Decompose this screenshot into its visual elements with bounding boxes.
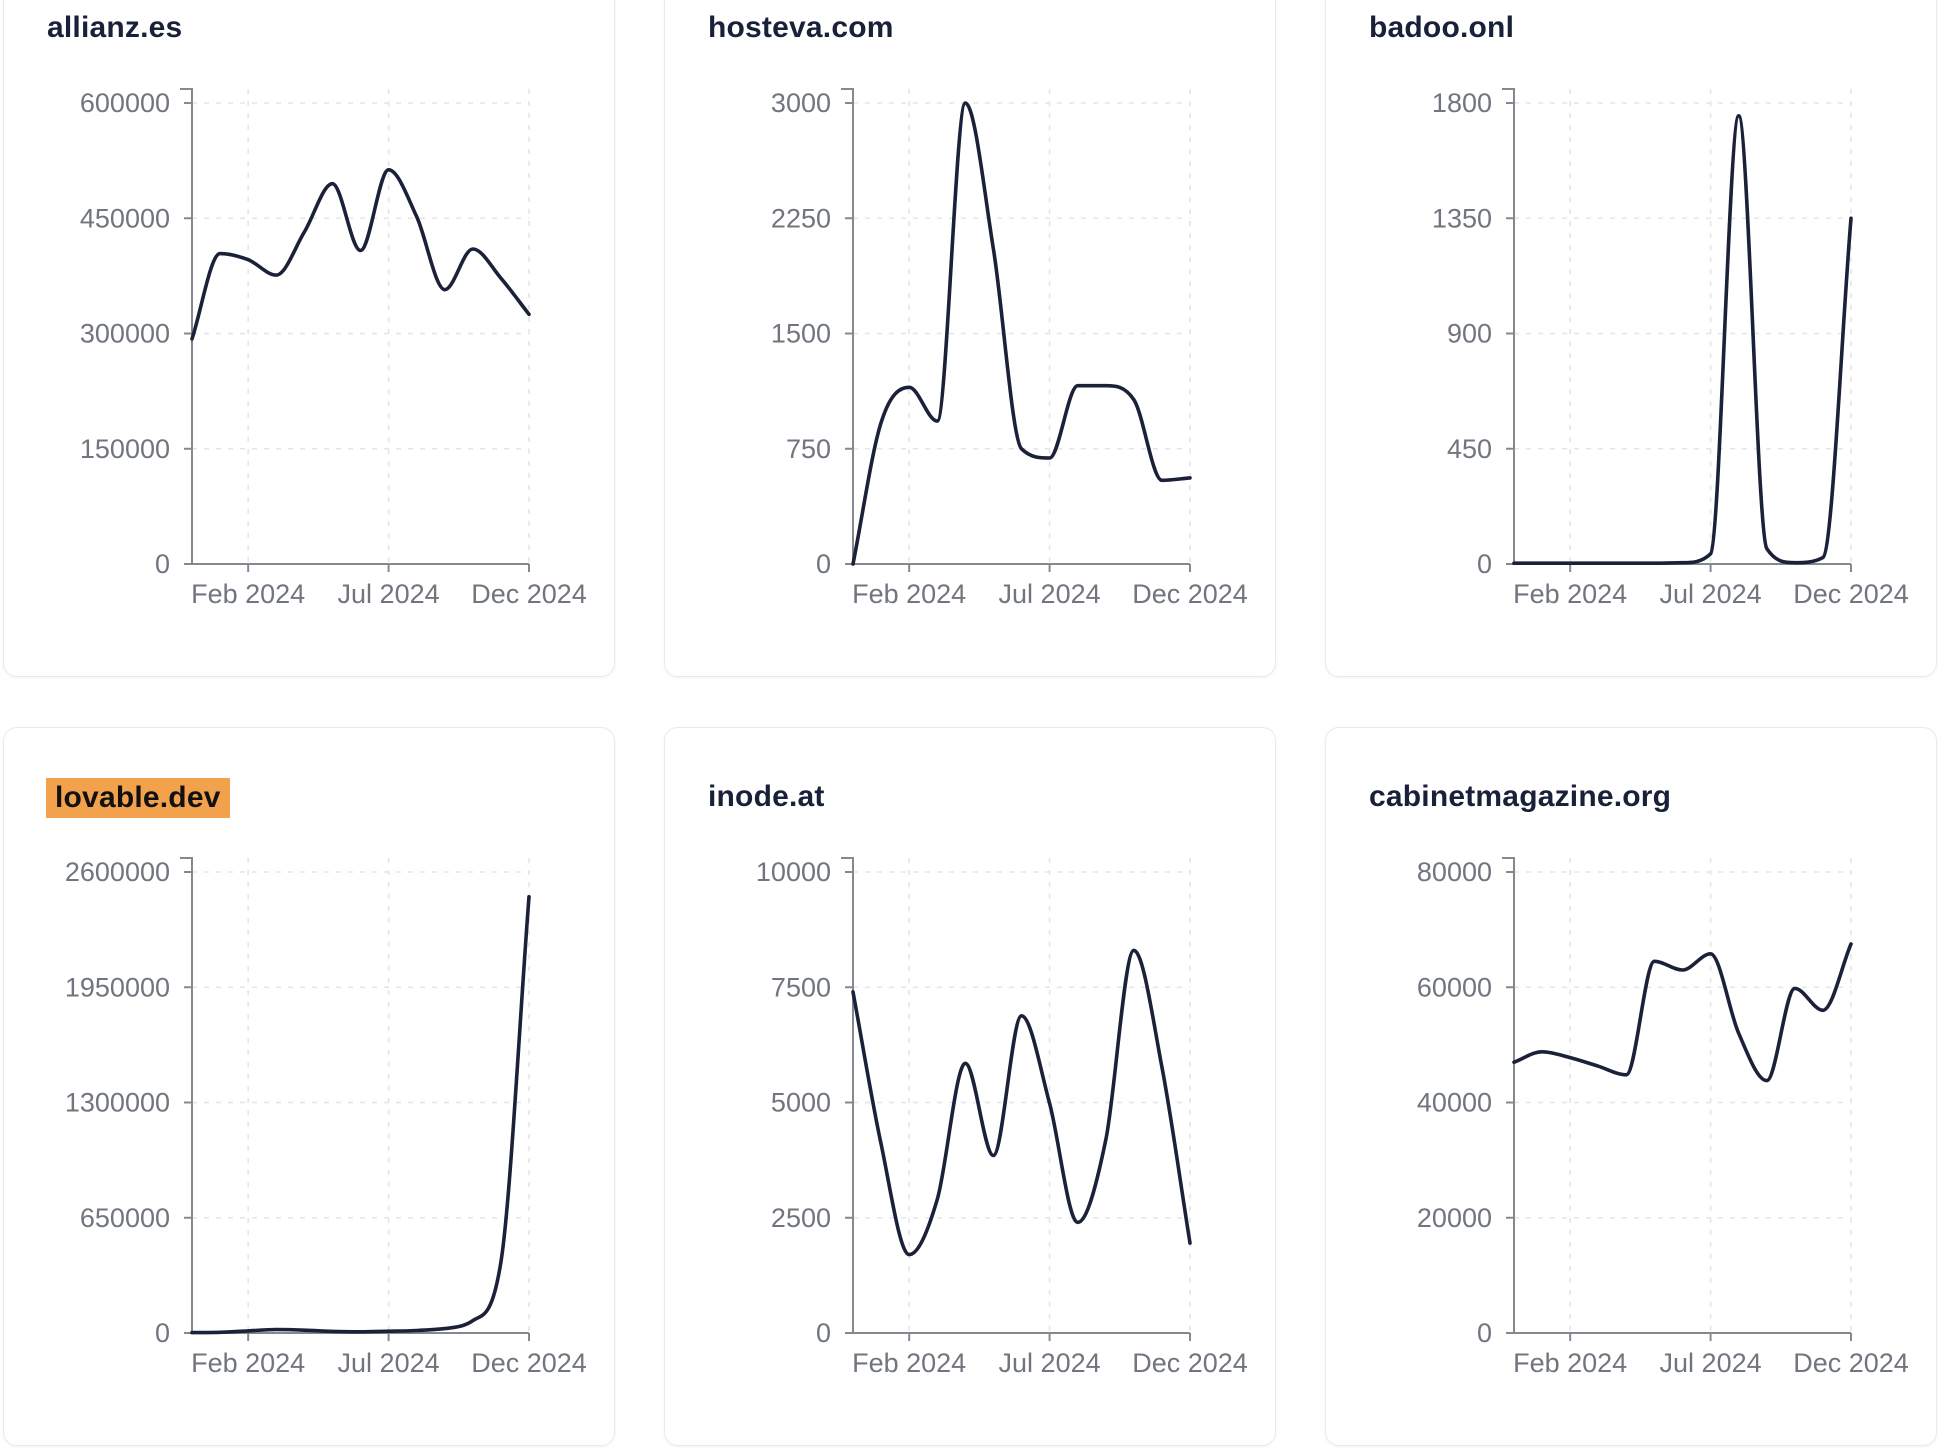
svg-text:1500: 1500 [771,319,831,349]
chart-title: badoo.onl [1369,9,1514,47]
domain-label: cabinetmagazine.org [1369,780,1672,813]
svg-text:2600000: 2600000 [65,857,170,887]
svg-text:Dec 2024: Dec 2024 [1793,579,1909,609]
svg-text:1950000: 1950000 [65,972,170,1002]
svg-text:Jul 2024: Jul 2024 [338,1348,440,1378]
traffic-line-chart: 0 450 900 1350 1800 Feb 2024 Jul 2024 Dec 2024 [1432,88,1909,609]
svg-text:900: 900 [1447,319,1492,349]
svg-text:40000: 40000 [1417,1088,1492,1118]
chart-card-inode: inode.at 0 2500 5000 7500 10000 Feb 2024 Jul 2… [664,727,1276,1446]
svg-text:20000: 20000 [1417,1203,1492,1233]
svg-text:750: 750 [786,434,831,464]
svg-text:Dec 2024: Dec 2024 [1132,1348,1248,1378]
svg-text:1350: 1350 [1432,203,1492,233]
svg-text:2250: 2250 [771,203,831,233]
svg-text:450: 450 [1447,434,1492,464]
svg-text:Dec 2024: Dec 2024 [471,579,587,609]
svg-text:7500: 7500 [771,972,831,1002]
svg-text:Dec 2024: Dec 2024 [1793,1348,1909,1378]
svg-text:Feb 2024: Feb 2024 [191,579,305,609]
svg-text:650000: 650000 [80,1203,170,1233]
svg-text:Feb 2024: Feb 2024 [852,1348,966,1378]
chart-title: inode.at [708,778,825,816]
svg-text:Feb 2024: Feb 2024 [1513,1348,1627,1378]
chart-card-cabinetmagazine: cabinetmagazine.org 0 20000 40000 60000 8000… [1325,727,1937,1446]
svg-text:0: 0 [1477,1318,1492,1348]
svg-text:Jul 2024: Jul 2024 [1660,1348,1762,1378]
svg-text:0: 0 [816,1318,831,1348]
chart-card-lovable: lovable.dev 0 650000 1300000 1950000 2600000… [3,727,615,1446]
svg-text:1300000: 1300000 [65,1088,170,1118]
traffic-line-chart: 0 2500 5000 7500 10000 Feb 2024 Jul 2024 Dec 20… [756,857,1248,1378]
svg-text:0: 0 [816,549,831,579]
svg-text:5000: 5000 [771,1088,831,1118]
domain-label: badoo.onl [1369,11,1515,44]
traffic-line-chart: 0 150000 300000 450000 600000 Feb 2024 Jul 202… [80,88,587,609]
domain-label: hosteva.com [708,11,894,44]
svg-text:600000: 600000 [80,88,170,118]
svg-text:450000: 450000 [80,203,170,233]
svg-text:150000: 150000 [80,434,170,464]
svg-text:10000: 10000 [756,857,831,887]
chart-card-allianz: allianz.es 0 150000 300000 450000 600000 Feb … [3,0,615,677]
svg-text:Dec 2024: Dec 2024 [1132,579,1248,609]
svg-text:Jul 2024: Jul 2024 [1660,579,1762,609]
svg-text:80000: 80000 [1417,857,1492,887]
svg-text:Dec 2024: Dec 2024 [471,1348,587,1378]
svg-text:3000: 3000 [771,88,831,118]
svg-text:Jul 2024: Jul 2024 [999,579,1101,609]
svg-text:300000: 300000 [80,319,170,349]
svg-text:Feb 2024: Feb 2024 [852,579,966,609]
chart-card-hosteva: hosteva.com 0 750 1500 2250 3000 Feb 2024 Jul … [664,0,1276,677]
traffic-line-chart: 0 20000 40000 60000 80000 Feb 2024 Jul 2024 Dec… [1417,857,1909,1378]
chart-title: allianz.es [47,9,182,47]
chart-title: cabinetmagazine.org [1369,778,1671,816]
svg-text:Jul 2024: Jul 2024 [338,579,440,609]
chart-title: lovable.dev [46,778,230,818]
svg-text:60000: 60000 [1417,972,1492,1002]
svg-text:Feb 2024: Feb 2024 [1513,579,1627,609]
domain-label-highlighted: lovable.dev [46,778,230,818]
domain-label: inode.at [708,780,825,813]
traffic-line-chart: 0 650000 1300000 1950000 2600000 Feb 2024 Jul … [65,857,587,1378]
svg-text:1800: 1800 [1432,88,1492,118]
svg-text:2500: 2500 [771,1203,831,1233]
svg-text:Jul 2024: Jul 2024 [999,1348,1101,1378]
traffic-line-chart: 0 750 1500 2250 3000 Feb 2024 Jul 2024 Dec 2024 [771,88,1248,609]
charts-grid: allianz.es 0 150000 300000 450000 600000 Feb … [3,0,1937,1446]
svg-text:0: 0 [155,1318,170,1348]
chart-card-badoo: badoo.onl 0 450 900 1350 1800 Feb 2024 Jul 202… [1325,0,1937,677]
svg-text:0: 0 [155,549,170,579]
svg-text:Feb 2024: Feb 2024 [191,1348,305,1378]
svg-text:0: 0 [1477,549,1492,579]
domain-label: allianz.es [47,11,183,44]
chart-title: hosteva.com [708,9,894,47]
